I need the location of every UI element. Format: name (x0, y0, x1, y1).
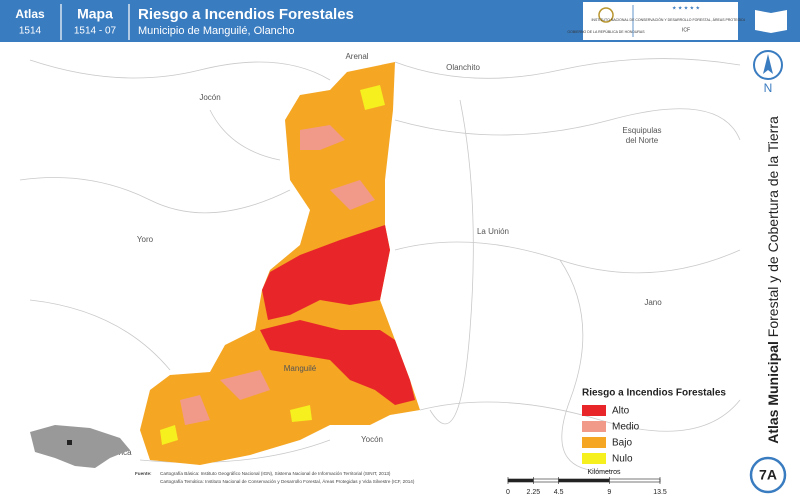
legend: Riesgo a Incendios Forestales Alto Medio B… (582, 388, 726, 465)
legend-title: Riesgo a Incendios Forestales (582, 388, 726, 399)
stars: ★ ★ ★ ★ ★ (672, 5, 700, 11)
place-label: Olanchito (446, 63, 480, 72)
scale-segment (558, 478, 610, 483)
icf-logo-abbr: ICF (682, 27, 690, 33)
legend-swatch (582, 453, 606, 464)
atlas-number: 1514 (19, 26, 42, 37)
legend-label: Bajo (612, 438, 632, 449)
place-label: Esquipulas (622, 126, 661, 135)
place-label: La Unión (477, 227, 509, 236)
place-label: Jano (644, 298, 662, 307)
north-arrow (763, 54, 773, 74)
scale-segment (609, 478, 661, 483)
scale-segment (533, 478, 559, 483)
place-label: Jocón (199, 93, 220, 102)
scale-unit: Kilómetros (587, 469, 621, 476)
side-title: Atlas Municipal Forestal y de Cobertura … (765, 116, 781, 444)
legend-swatch (582, 421, 606, 432)
scale-tick-label: 2.25 (527, 489, 541, 496)
place-label: Manguilé (284, 364, 317, 373)
subtitle: Municipio de Manguilé, Olancho (138, 25, 295, 37)
legend-swatch (582, 437, 606, 448)
side-title-rest: Forestal y de Cobertura de la Tierra (765, 116, 781, 337)
legend-swatch (582, 405, 606, 416)
title: Riesgo a Incendios Forestales (138, 6, 354, 23)
source-label: Fuente: (135, 471, 152, 476)
emblem (598, 7, 614, 23)
scale-tick-label: 4.5 (554, 489, 564, 496)
place-label: Yocón (361, 435, 383, 444)
legend-label: Medio (612, 422, 640, 433)
legend-label: Alto (612, 406, 630, 417)
map-number: 1514 - 07 (74, 26, 117, 37)
atlas-label: Atlas (15, 7, 45, 21)
north-label: N (764, 81, 773, 95)
legend-label: Nulo (612, 454, 633, 465)
inset-locator (67, 440, 72, 445)
source-line: Cartografía Básica: Instituto Geográfico… (160, 471, 391, 476)
north-circle (753, 50, 783, 80)
place-label: del Norte (626, 136, 659, 145)
place-label: Yoro (137, 235, 154, 244)
book-icon (755, 10, 787, 33)
source-line: Cartografía Temática: Instituto Nacional… (160, 478, 415, 484)
gov-logo-text: GOBIERNO DE LA REPÚBLICA DE HONDURAS (567, 30, 645, 34)
sheet-badge (749, 456, 787, 494)
sheet-code: 7A (759, 467, 777, 483)
municipality (140, 62, 420, 465)
side-title-bold: Atlas Municipal (765, 341, 781, 444)
icf-logo-text: INSTITUTO NACIONAL DE CONSERVACIÓN Y DES… (591, 17, 781, 22)
scale-tick-label: 9 (607, 489, 611, 496)
scale-bar: 0 2.25 4.5 9 13.5 Kilómetros (506, 469, 667, 496)
scale-tick-label: 0 (506, 489, 510, 496)
zone-alto (260, 320, 415, 405)
scale-tick-label: 13.5 (653, 489, 667, 496)
scale-segment (507, 478, 534, 483)
inset-map (30, 425, 130, 468)
base-boundaries (19, 58, 741, 472)
zone-alto (262, 225, 390, 320)
map-label: Mapa (77, 6, 113, 22)
place-label: Arenal (345, 52, 368, 61)
